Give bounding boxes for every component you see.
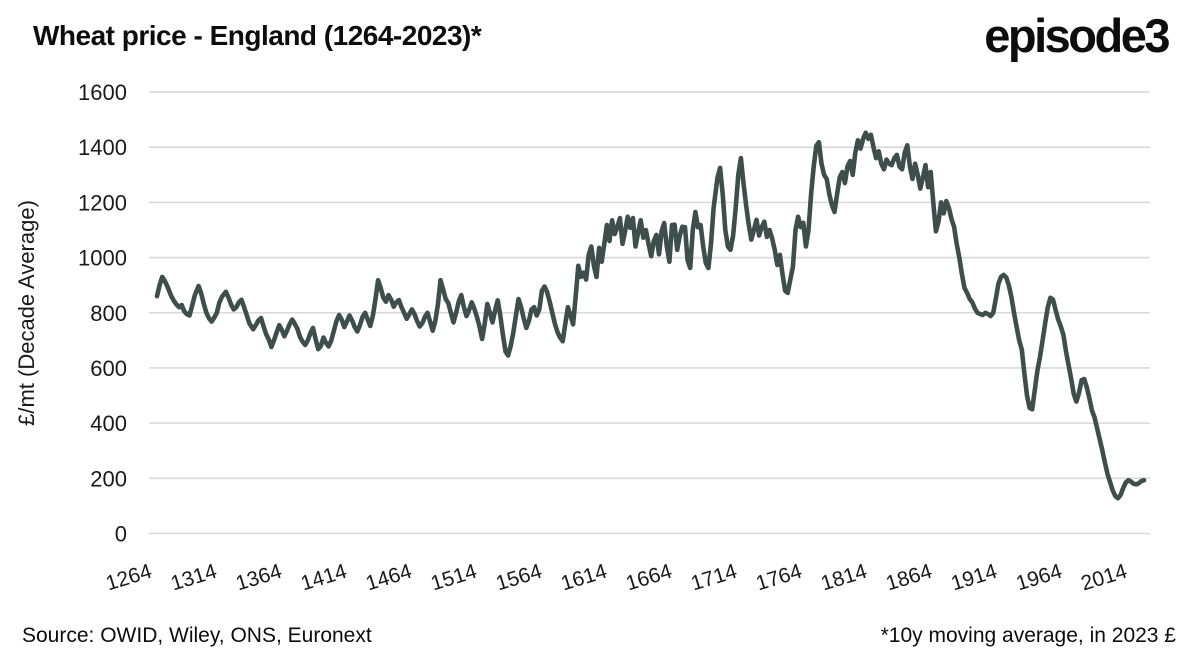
x-tick-label: 1514: [428, 560, 480, 596]
x-tick-label: 1414: [298, 560, 350, 596]
x-tick-label: 1464: [363, 560, 415, 596]
x-tick-label: 1964: [1013, 560, 1065, 596]
x-tick-label: 2014: [1078, 560, 1130, 596]
x-tick-label: 1314: [168, 560, 220, 596]
x-tick-label: 1614: [558, 560, 610, 596]
episode3-logo: episode3: [984, 9, 1170, 62]
source-note: Source: OWID, Wiley, ONS, Euronext: [22, 624, 372, 647]
x-tick-label: 1914: [948, 560, 1000, 596]
y-tick-label: 600: [90, 356, 127, 381]
y-tick-label: 1600: [78, 80, 127, 105]
y-tick-label: 200: [90, 466, 127, 491]
y-axis-title: £/mt (Decade Average): [14, 200, 39, 426]
price-line-series: [154, 130, 1147, 501]
x-tick-label: 1364: [233, 560, 285, 596]
x-tick-label: 1264: [103, 560, 155, 596]
chart-title: Wheat price - England (1264-2023)*: [33, 20, 482, 51]
y-tick-label: 400: [90, 411, 127, 436]
y-tick-label: 1400: [78, 135, 127, 160]
footnote-moving-average: *10y moving average, in 2023 £: [880, 624, 1176, 647]
x-tick-label: 1864: [883, 560, 935, 596]
x-tick-label: 1764: [753, 560, 805, 596]
y-tick-label: 1000: [78, 246, 127, 271]
y-tick-label: 800: [90, 301, 127, 326]
x-tick-label: 1664: [623, 560, 675, 596]
y-tick-label: 1200: [78, 190, 127, 215]
y-tick-label: 0: [115, 522, 127, 547]
x-tick-label: 1564: [493, 560, 545, 596]
x-tick-label: 1814: [818, 560, 870, 596]
x-tick-label: 1714: [688, 560, 740, 596]
